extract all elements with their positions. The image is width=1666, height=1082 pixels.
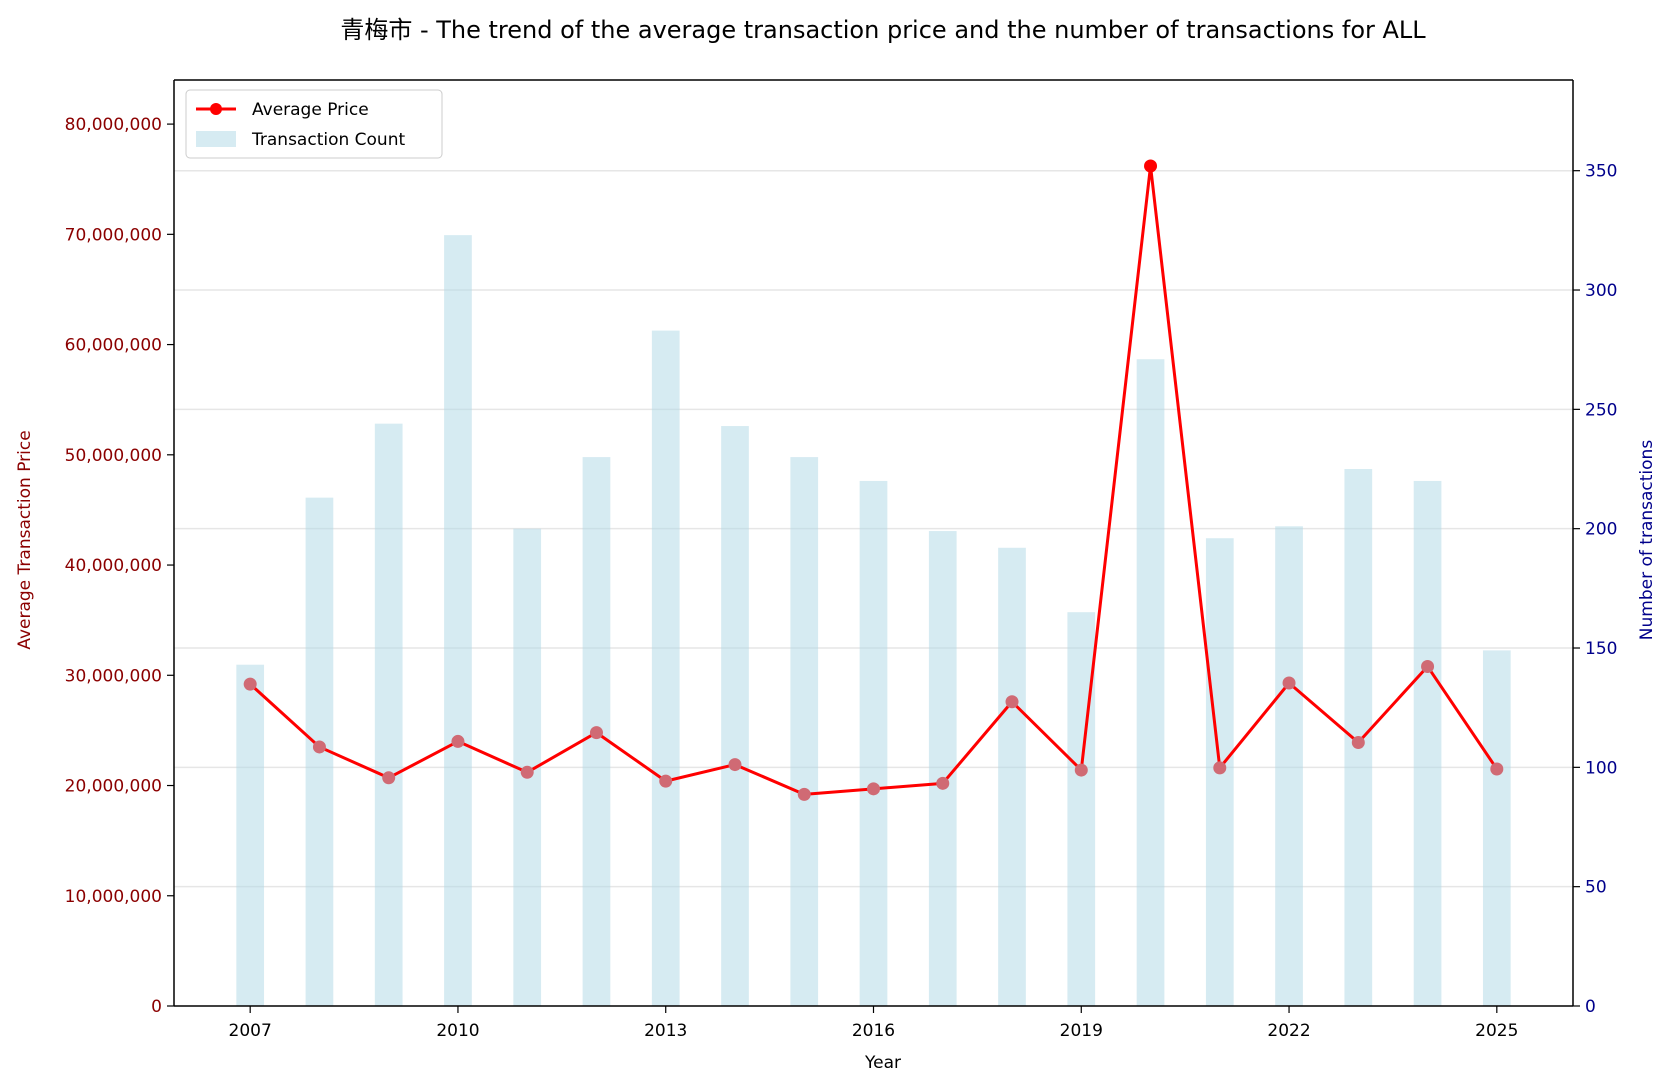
x-tick-label: 2025 <box>1475 1021 1518 1041</box>
y-tick-label-left: 0 <box>151 997 162 1017</box>
y-tick-label-left: 30,000,000 <box>65 666 162 686</box>
bar <box>721 426 749 1006</box>
bar <box>1067 612 1096 1006</box>
y-tick-label-left: 20,000,000 <box>65 777 162 797</box>
y-tick-label-right: 100 <box>1585 758 1617 778</box>
data-point <box>728 758 742 772</box>
y-tick-label-right: 150 <box>1585 639 1617 659</box>
bar <box>1275 526 1303 1006</box>
y-tick-label-left: 70,000,000 <box>65 225 162 245</box>
line-layer <box>243 159 1504 801</box>
bar <box>1136 359 1165 1007</box>
y-tick-label-left: 80,000,000 <box>65 115 162 135</box>
legend-marker-swatch <box>210 103 222 115</box>
y-tick-label-left: 50,000,000 <box>65 446 162 466</box>
legend-label-average-price: Average Price <box>252 100 369 120</box>
data-point <box>243 677 257 691</box>
data-point <box>1213 761 1227 775</box>
legend-bar-swatch <box>196 131 236 147</box>
axes-layer: 0 10,000,000 20,000,000 30,000,000 40,000,00… <box>65 79 1617 1041</box>
data-point <box>520 765 534 779</box>
y-tick-label-right: 0 <box>1585 997 1596 1017</box>
data-point <box>451 734 465 748</box>
data-point <box>797 787 811 801</box>
chart-title: 青梅市 - The trend of the average transacti… <box>340 16 1426 44</box>
bar <box>859 480 888 1006</box>
bar <box>790 457 819 1006</box>
data-point <box>936 776 950 790</box>
data-point <box>1421 659 1435 673</box>
y-tick-label-left: 40,000,000 <box>65 556 162 576</box>
bar <box>444 235 472 1007</box>
bar <box>998 547 1026 1006</box>
x-axis-label: Year <box>864 1053 901 1073</box>
y-axis-label-right: Number of transactions <box>1637 440 1657 641</box>
bar <box>1482 650 1511 1006</box>
data-point <box>1005 695 1019 709</box>
y-axis-label-left: Average Transaction Price <box>15 430 35 649</box>
y-tick-label-right: 200 <box>1585 520 1617 540</box>
legend: Average Price Transaction Count <box>185 89 443 159</box>
x-tick-label: 2007 <box>229 1021 272 1041</box>
y-tick-label-right: 350 <box>1585 162 1617 182</box>
x-tick-label: 2019 <box>1060 1021 1103 1041</box>
x-tick-label: 2022 <box>1267 1021 1310 1041</box>
data-point <box>867 782 880 796</box>
y-tick-label-left: 10,000,000 <box>65 887 162 907</box>
data-point <box>1490 762 1504 776</box>
y-tick-label-left: 60,000,000 <box>65 336 162 356</box>
y-tick-label-right: 50 <box>1585 878 1607 898</box>
data-point <box>1074 763 1088 777</box>
x-tick-label: 2013 <box>644 1021 687 1041</box>
y-tick-label-right: 250 <box>1585 400 1617 420</box>
y-tick-label-right: 300 <box>1585 281 1617 301</box>
bar <box>236 664 265 1006</box>
data-point <box>589 726 603 740</box>
data-point <box>382 771 396 785</box>
data-point <box>1351 736 1365 750</box>
legend-box <box>185 89 443 159</box>
bar <box>651 330 680 1006</box>
x-tick-label: 2016 <box>852 1021 895 1041</box>
bars-layer <box>236 235 1511 1007</box>
data-point <box>1144 159 1158 173</box>
bar <box>928 531 957 1006</box>
x-tick-label: 2010 <box>436 1021 479 1041</box>
data-point <box>659 774 673 788</box>
data-point <box>312 740 326 754</box>
data-point <box>1282 676 1296 690</box>
bar <box>1413 480 1442 1006</box>
legend-label-transaction-count: Transaction Count <box>251 130 405 150</box>
bar <box>374 423 403 1006</box>
